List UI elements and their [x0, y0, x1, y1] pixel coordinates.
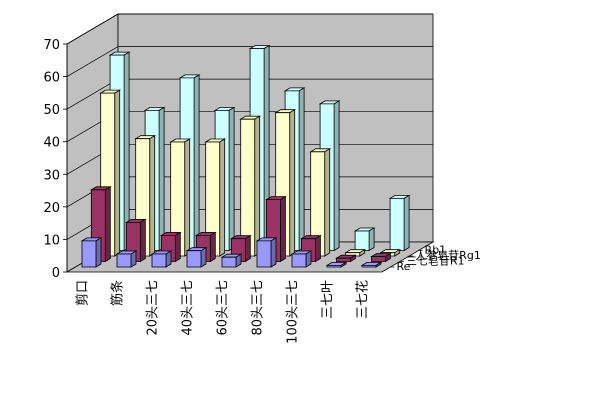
- bar-front: [389, 197, 405, 251]
- bar-front: [116, 253, 132, 268]
- bar: [204, 138, 227, 257]
- bar: [220, 253, 243, 268]
- bar-side: [158, 106, 165, 252]
- bar-side: [219, 138, 226, 257]
- bar-side: [403, 194, 410, 252]
- y-tick-label: 20: [43, 201, 60, 216]
- x-tick-label: 筋条: [110, 280, 126, 306]
- bar: [115, 250, 138, 268]
- x-tick-label: 60头三七: [216, 280, 231, 336]
- depth-axis-label: Rb1: [425, 244, 447, 257]
- bar: [369, 252, 392, 263]
- bar-side: [104, 186, 111, 263]
- bar-side: [149, 134, 156, 257]
- y-tick-label: 70: [43, 38, 60, 53]
- y-tick-label: 10: [43, 233, 60, 248]
- bar-side: [324, 148, 331, 257]
- y-tick-label: 30: [43, 168, 60, 183]
- x-tick-label: 三七花: [355, 280, 371, 319]
- x-tick-label: 三七叶: [321, 280, 336, 319]
- bar: [325, 261, 348, 268]
- bar-front: [81, 240, 97, 268]
- bar: [185, 246, 208, 268]
- bar-side: [184, 138, 191, 257]
- y-tick-label: 40: [43, 136, 60, 151]
- bar-side: [200, 246, 207, 268]
- bar-side: [193, 74, 200, 252]
- y-tick-label: 60: [43, 71, 60, 86]
- bar-front: [186, 250, 202, 268]
- x-tick-label: 剪口: [75, 280, 91, 306]
- y-tick-label: 50: [43, 103, 60, 118]
- bar-side: [174, 231, 181, 263]
- x-tick-label: 80头三七: [251, 280, 266, 336]
- bar-side: [333, 100, 340, 252]
- bar-front: [326, 264, 342, 268]
- gridline: [66, 46, 433, 77]
- bar: [290, 250, 313, 268]
- bar-side: [279, 195, 286, 263]
- y-axis-ticks: 0 10 20 30 40 50 60 70: [43, 38, 68, 281]
- bar: [309, 148, 332, 257]
- bar-side: [95, 237, 102, 268]
- bar-side: [368, 227, 375, 252]
- bar-side: [270, 237, 277, 268]
- bar-side: [305, 250, 312, 268]
- x-tick-label: 100头三七: [286, 280, 301, 344]
- bar-side: [165, 250, 172, 268]
- bar: [334, 254, 357, 263]
- bar-side: [298, 87, 305, 252]
- bar: [388, 194, 411, 252]
- bar-front: [221, 256, 237, 268]
- depth-axis-label: Re: [397, 260, 411, 273]
- bar: [353, 227, 376, 252]
- bar-front: [335, 257, 351, 262]
- bar: [80, 237, 103, 268]
- bar-side: [130, 250, 137, 268]
- bar: [239, 115, 262, 257]
- bar-side: [244, 234, 251, 263]
- x-tick-label: 20头三七: [146, 280, 161, 336]
- bar-side: [254, 115, 261, 257]
- bar: [124, 218, 147, 263]
- depth-axis-label: 三七皂苷R1: [406, 254, 465, 268]
- bar-side: [228, 106, 235, 252]
- x-axis-labels: 剪口 筋条 20头三七 40头三七 60头三七 80头三七 100头三七 三七叶 三七花: [75, 280, 371, 344]
- bar: [360, 261, 383, 268]
- bar-front: [291, 253, 307, 268]
- bar-side: [314, 234, 321, 263]
- bar-side: [139, 218, 146, 263]
- bar-side: [209, 231, 216, 263]
- x-tick-label: 40头三七: [181, 280, 196, 336]
- bar-front: [354, 230, 370, 251]
- bar: [150, 250, 173, 268]
- bar-front: [361, 264, 377, 268]
- bar-side: [289, 108, 296, 257]
- gridline: [66, 13, 433, 45]
- bar-front: [256, 240, 272, 268]
- bars: [80, 44, 411, 268]
- bar: [255, 237, 278, 268]
- bar-side: [114, 89, 121, 257]
- depth-axis-label: 人参皂苷Rg1: [415, 248, 481, 262]
- series-Re: [80, 237, 383, 268]
- bar-front: [370, 256, 386, 262]
- bar: [299, 234, 322, 263]
- bar-front: [151, 253, 167, 268]
- y-tick-label: 0: [52, 266, 60, 281]
